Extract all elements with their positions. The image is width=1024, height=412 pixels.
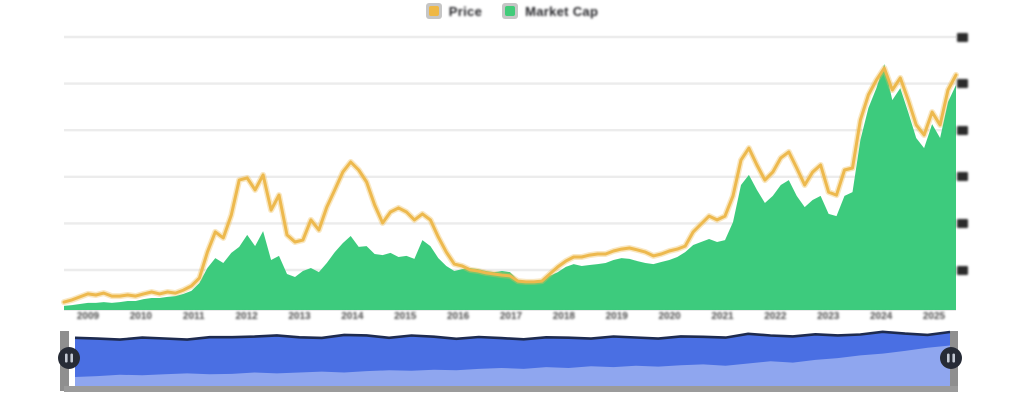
x-axis-label: 2025 — [922, 311, 946, 322]
marketcap-area-series — [64, 64, 956, 310]
brush-handle-left[interactable] — [58, 347, 80, 369]
y-axis-label-clipped — [957, 125, 968, 135]
brush-baseline-strip — [64, 386, 958, 392]
marketcap-swatch-icon — [502, 3, 519, 19]
x-axis-label: 2010 — [129, 311, 152, 322]
x-axis-label: 2014 — [341, 311, 364, 322]
x-axis-label: 2012 — [235, 311, 258, 322]
grip-lines-icon — [947, 353, 950, 363]
y-axis-label-clipped — [957, 79, 968, 89]
x-axis-label: 2022 — [764, 311, 787, 322]
y-axis-label-clipped — [957, 32, 968, 42]
y-axis-label-clipped — [957, 218, 968, 228]
x-axis-label: 2021 — [711, 311, 734, 322]
price-line-series — [62, 66, 958, 304]
legend-item-marketcap[interactable]: Market Cap — [502, 3, 598, 19]
grip-lines-icon — [952, 353, 955, 363]
brush-volume-mini-series — [75, 345, 950, 387]
x-axis-label: 2015 — [394, 311, 417, 322]
legend-label-price: Price — [448, 3, 483, 19]
x-axis: 2009 2010 2011 2012 2013 2014 2015 2016 2017 2018… — [0, 311, 1024, 327]
legend-item-price[interactable]: Price — [425, 3, 483, 19]
grip-lines-icon — [70, 353, 73, 363]
x-axis-label: 2020 — [658, 311, 681, 322]
x-axis-label: 2018 — [552, 311, 575, 322]
x-axis-label: 2019 — [605, 311, 628, 322]
x-axis-label: 2013 — [288, 311, 311, 322]
price-color-square — [428, 6, 439, 16]
legend: Price Market Cap — [0, 3, 1024, 19]
x-axis-label: 2009 — [76, 311, 100, 322]
x-axis-label: 2017 — [499, 311, 523, 322]
y-axis-label-clipped — [957, 265, 968, 275]
brush-mini-line — [74, 330, 951, 341]
y-axis-label-clipped — [957, 172, 968, 182]
x-axis-label: 2023 — [817, 311, 840, 322]
price-swatch-icon — [425, 3, 442, 19]
marketcap-color-square — [505, 6, 516, 16]
grip-lines-icon — [65, 353, 68, 363]
legend-label-marketcap: Market Cap — [525, 3, 599, 19]
brush-handle-right[interactable] — [940, 347, 962, 369]
x-axis-label: 2011 — [182, 311, 205, 322]
x-axis-label: 2024 — [870, 311, 893, 322]
x-axis-label: 2016 — [447, 311, 470, 322]
